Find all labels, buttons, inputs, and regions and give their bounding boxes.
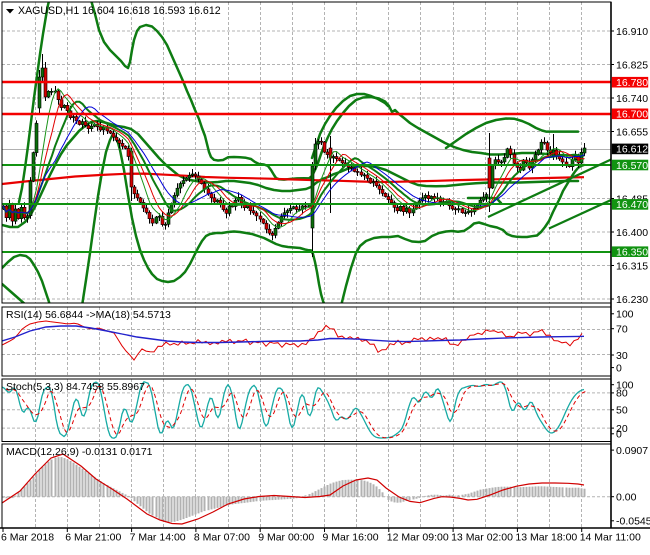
svg-text:0: 0: [616, 362, 622, 374]
svg-text:-0.0545: -0.0545: [616, 516, 650, 528]
svg-text:9 Mar 16:00: 9 Mar 16:00: [323, 532, 379, 544]
svg-text:9 Mar 00:00: 9 Mar 00:00: [258, 532, 314, 544]
svg-text:16.470: 16.470: [616, 199, 648, 211]
svg-text:6 Mar 2018: 6 Mar 2018: [1, 532, 54, 544]
svg-text:12 Mar 09:00: 12 Mar 09:00: [387, 532, 449, 544]
svg-text:20: 20: [616, 423, 628, 435]
svg-text:13 Mar 02:00: 13 Mar 02:00: [451, 532, 513, 544]
svg-text:6 Mar 21:00: 6 Mar 21:00: [65, 532, 121, 544]
svg-text:16.570: 16.570: [616, 160, 648, 172]
svg-text:16.400: 16.400: [616, 227, 648, 239]
svg-text:16.740: 16.740: [616, 93, 648, 105]
svg-text:7 Mar 14:00: 7 Mar 14:00: [130, 532, 186, 544]
svg-text:16.825: 16.825: [616, 59, 648, 71]
svg-text:XAGUSD,H1 16.604 16.618 16.59: XAGUSD,H1 16.604 16.618 16.593 16.612: [18, 5, 221, 17]
svg-text:14 Mar 11:00: 14 Mar 11:00: [580, 532, 641, 544]
svg-text:50: 50: [616, 405, 628, 417]
svg-text:0: 0: [616, 429, 622, 441]
svg-text:MACD(12,26,9) -0.0131 0.0171: MACD(12,26,9) -0.0131 0.0171: [6, 446, 153, 458]
svg-text:100: 100: [616, 380, 634, 392]
svg-text:16.780: 16.780: [616, 77, 648, 89]
svg-text:16.655: 16.655: [616, 126, 648, 138]
svg-text:16.612: 16.612: [616, 144, 648, 156]
svg-text:16.230: 16.230: [616, 294, 648, 306]
svg-text:16.700: 16.700: [616, 109, 648, 121]
svg-text:0.0907: 0.0907: [616, 445, 648, 457]
svg-text:RSI(14) 56.6844 ->MA(18) 54.5: RSI(14) 56.6844 ->MA(18) 54.5713: [6, 309, 171, 321]
svg-text:16.910: 16.910: [616, 26, 648, 38]
svg-text:80: 80: [616, 388, 628, 400]
svg-text:16.350: 16.350: [616, 247, 648, 259]
svg-text:30: 30: [616, 350, 628, 362]
svg-text:16.315: 16.315: [616, 260, 648, 272]
svg-text:100: 100: [616, 309, 634, 321]
svg-text:Stoch(5,3,3) 84.7458 55.8967: Stoch(5,3,3) 84.7458 55.8967: [6, 381, 145, 393]
svg-text:0.00: 0.00: [616, 492, 637, 504]
svg-text:13 Mar 18:00: 13 Mar 18:00: [515, 532, 577, 544]
svg-text:70: 70: [616, 324, 628, 336]
svg-text:8 Mar 07:00: 8 Mar 07:00: [194, 532, 250, 544]
